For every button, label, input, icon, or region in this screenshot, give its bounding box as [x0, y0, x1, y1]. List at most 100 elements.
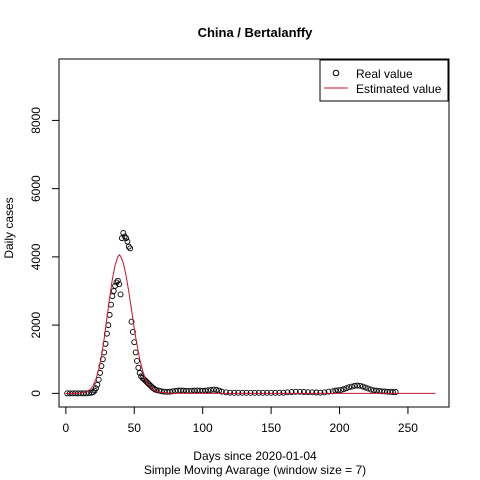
legend: Real value Estimated value: [319, 59, 449, 102]
data-point: [123, 235, 130, 242]
data-point: [83, 390, 90, 397]
data-point: [99, 356, 106, 363]
data-point: [94, 381, 101, 388]
x-tick-label: 50: [128, 421, 142, 435]
data-point: [300, 389, 307, 395]
data-point: [292, 388, 299, 395]
x-tick-label: 250: [398, 421, 418, 435]
data-point: [166, 388, 173, 395]
legend-estimated-value-label: Estimated value: [356, 82, 442, 96]
data-point: [218, 388, 225, 395]
data-point: [86, 390, 93, 397]
y-tick-label: 6000: [29, 175, 43, 202]
y-tick-label: 2000: [29, 311, 43, 338]
data-point: [305, 389, 312, 396]
y-tick-label: 4000: [29, 243, 43, 270]
legend-real-value-label: Real value: [356, 67, 413, 81]
data-point: [213, 386, 220, 393]
data-point: [309, 389, 316, 396]
data-point: [247, 389, 254, 396]
x-tick-label: 100: [193, 421, 213, 435]
data-point: [125, 243, 132, 250]
series-real-value: [64, 230, 399, 397]
data-point: [129, 328, 136, 335]
data-point: [368, 386, 374, 393]
y-axis-label: Daily cases: [2, 197, 16, 258]
data-point: [121, 233, 128, 240]
chart-subtitle: Simple Moving Avarage (window size = 7): [144, 463, 366, 477]
data-point: [343, 385, 350, 392]
data-point: [128, 318, 135, 325]
data-point: [120, 230, 127, 236]
plot-frame: [58, 58, 450, 408]
data-point: [387, 388, 394, 395]
data-point: [337, 386, 344, 393]
data-point: [161, 388, 168, 395]
data-point: [95, 376, 102, 383]
legend-box: [319, 59, 449, 102]
data-point: [135, 364, 142, 371]
data-point: [205, 387, 212, 394]
data-point: [243, 389, 250, 396]
data-point: [259, 389, 266, 396]
data-point: [362, 384, 369, 391]
data-point: [251, 389, 258, 396]
data-point: [284, 389, 291, 396]
series-estimated-value-line: [65, 254, 436, 394]
data-point: [359, 383, 366, 390]
data-point: [272, 389, 279, 396]
data-point: [114, 277, 121, 284]
data-point: [313, 389, 320, 396]
data-point: [370, 387, 377, 394]
data-point: [207, 386, 214, 393]
data-point: [384, 388, 391, 395]
data-point: [134, 357, 140, 364]
data-point: [116, 281, 123, 288]
data-point: [325, 388, 332, 395]
data-point: [235, 389, 242, 396]
data-point: [90, 389, 97, 395]
x-axis-label: Days since 2020-01-04: [193, 449, 317, 463]
data-point: [340, 386, 347, 393]
data-point: [239, 389, 246, 396]
legend-real-value-marker: [332, 69, 340, 77]
data-point: [351, 382, 358, 389]
data-point: [127, 245, 134, 252]
data-point: [117, 291, 124, 298]
data-point: [288, 389, 295, 395]
data-point: [264, 389, 270, 396]
data-point: [335, 387, 342, 394]
data-point: [210, 386, 217, 393]
data-point: [124, 238, 131, 245]
data-point: [92, 385, 99, 392]
data-point: [348, 383, 355, 390]
data-point: [389, 389, 396, 395]
data-point: [155, 387, 162, 394]
y-tick-label: 0: [29, 390, 43, 397]
data-point: [280, 389, 287, 396]
data-point: [110, 288, 117, 294]
data-point: [231, 389, 238, 396]
data-point: [276, 389, 283, 396]
data-point: [357, 382, 364, 389]
data-point: [268, 389, 275, 396]
x-tick-label: 200: [330, 421, 350, 435]
data-point: [227, 389, 234, 396]
data-point: [365, 385, 372, 392]
data-point: [136, 369, 143, 376]
data-point: [354, 382, 361, 389]
data-point: [169, 388, 176, 395]
data-point: [255, 389, 262, 396]
y-tick-label: 8000: [29, 107, 43, 134]
data-point: [317, 389, 324, 396]
data-point: [222, 389, 229, 396]
chart-title: China / Bertalanffy: [198, 25, 314, 40]
x-tick-label: 150: [261, 421, 281, 435]
x-tick-label: 0: [62, 421, 69, 435]
data-point: [132, 349, 139, 356]
y-axis: 0 2000 4000 6000 8000: [29, 107, 60, 397]
data-point: [381, 388, 388, 395]
data-point: [158, 388, 165, 395]
data-point: [321, 389, 328, 396]
